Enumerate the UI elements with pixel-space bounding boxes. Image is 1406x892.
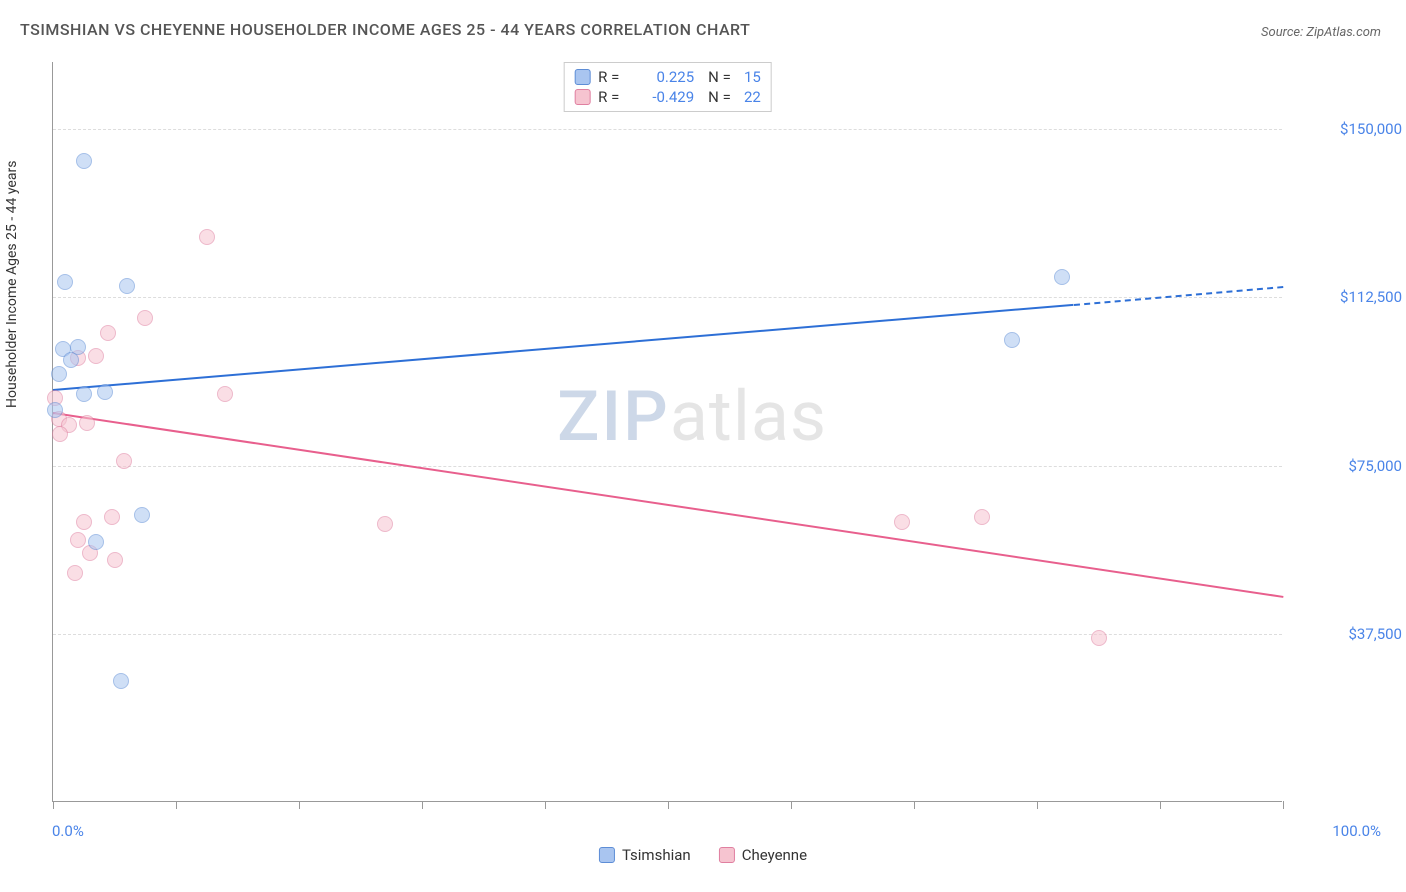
trend-line: [1074, 286, 1283, 306]
series-legend: Tsimshian Cheyenne: [599, 846, 807, 864]
data-point: [70, 532, 86, 548]
x-axis-start-label: 0.0%: [52, 822, 84, 840]
trend-line: [53, 304, 1074, 391]
r-value-cheyenne: -0.429: [638, 88, 694, 106]
data-point: [217, 386, 233, 402]
y-tick-label: $75,000: [1292, 457, 1402, 475]
x-tick: [176, 801, 177, 809]
data-point: [104, 509, 120, 525]
swatch-tsimshian: [599, 847, 615, 863]
y-axis-label: Householder Income Ages 25 - 44 years: [4, 161, 20, 408]
data-point: [51, 366, 67, 382]
data-point: [63, 352, 79, 368]
watermark-atlas: atlas: [670, 376, 827, 458]
data-point: [199, 229, 215, 245]
r-label: R =: [598, 68, 630, 86]
data-point: [137, 310, 153, 326]
data-point: [100, 325, 116, 341]
data-point: [79, 415, 95, 431]
data-point: [67, 565, 83, 581]
x-tick: [791, 801, 792, 809]
legend-item-tsimshian: Tsimshian: [599, 846, 691, 864]
data-point: [97, 384, 113, 400]
data-point: [113, 673, 129, 689]
chart-title: TSIMSHIAN VS CHEYENNE HOUSEHOLDER INCOME…: [20, 20, 750, 39]
legend-label: Cheyenne: [742, 846, 807, 864]
legend-row-tsimshian: R = 0.225 N = 15: [574, 67, 761, 87]
data-point: [76, 386, 92, 402]
gridline: [53, 129, 1282, 130]
data-point: [76, 514, 92, 530]
r-label: R =: [598, 88, 630, 106]
n-label: N =: [708, 88, 731, 106]
x-tick: [1160, 801, 1161, 809]
data-point: [116, 453, 132, 469]
n-label: N =: [708, 68, 731, 86]
x-tick: [668, 801, 669, 809]
data-point: [47, 402, 63, 418]
y-tick-label: $150,000: [1292, 120, 1402, 138]
plot-area: ZIPatlas R = 0.225 N = 15 R = -0.429 N =…: [52, 62, 1282, 802]
legend-item-cheyenne: Cheyenne: [719, 846, 807, 864]
swatch-cheyenne: [719, 847, 735, 863]
n-value-tsimshian: 15: [739, 68, 761, 86]
data-point: [1054, 269, 1070, 285]
data-point: [119, 278, 135, 294]
y-tick-label: $112,500: [1292, 288, 1402, 306]
x-tick: [53, 801, 54, 809]
data-point: [1091, 630, 1107, 646]
x-tick: [1037, 801, 1038, 809]
data-point: [894, 514, 910, 530]
watermark-zip: ZIP: [557, 376, 670, 458]
n-value-cheyenne: 22: [739, 88, 761, 106]
x-tick: [545, 801, 546, 809]
y-tick-label: $37,500: [1292, 625, 1402, 643]
data-point: [76, 153, 92, 169]
data-point: [377, 516, 393, 532]
data-point: [107, 552, 123, 568]
x-tick: [422, 801, 423, 809]
x-tick: [299, 801, 300, 809]
data-point: [974, 509, 990, 525]
data-point: [52, 426, 68, 442]
x-axis-end-label: 100.0%: [1332, 822, 1381, 840]
legend-row-cheyenne: R = -0.429 N = 22: [574, 87, 761, 107]
data-point: [57, 274, 73, 290]
source-attribution: Source: ZipAtlas.com: [1261, 25, 1381, 40]
data-point: [1004, 332, 1020, 348]
correlation-legend: R = 0.225 N = 15 R = -0.429 N = 22: [563, 62, 772, 112]
data-point: [88, 348, 104, 364]
r-value-tsimshian: 0.225: [638, 68, 694, 86]
chart-container: TSIMSHIAN VS CHEYENNE HOUSEHOLDER INCOME…: [0, 0, 1406, 892]
swatch-cheyenne: [574, 89, 590, 105]
x-tick: [1283, 801, 1284, 809]
x-tick: [914, 801, 915, 809]
swatch-tsimshian: [574, 69, 590, 85]
gridline: [53, 466, 1282, 467]
data-point: [134, 507, 150, 523]
watermark: ZIPatlas: [557, 376, 827, 458]
legend-label: Tsimshian: [622, 846, 691, 864]
trend-line: [53, 412, 1283, 598]
gridline: [53, 297, 1282, 298]
data-point: [88, 534, 104, 550]
